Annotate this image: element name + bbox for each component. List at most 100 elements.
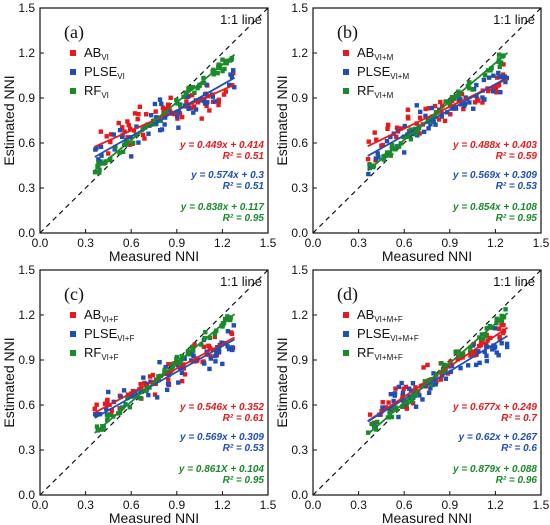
point-ab xyxy=(207,108,212,113)
point-plse xyxy=(225,329,231,334)
point-plse xyxy=(504,344,510,350)
point-ab xyxy=(394,134,399,139)
point-ab xyxy=(366,139,371,144)
point-plse xyxy=(165,381,171,387)
point-ab xyxy=(94,402,99,407)
point-rf xyxy=(441,362,447,368)
point-plse xyxy=(208,356,214,361)
point-rf xyxy=(162,367,167,373)
point-ab xyxy=(179,378,185,384)
point-ab xyxy=(365,156,371,162)
point-ab xyxy=(125,119,130,124)
r2-ab: R² = 0.7 xyxy=(501,413,537,424)
r2-rf: R² = 0.96 xyxy=(496,475,538,486)
point-rf xyxy=(202,335,207,341)
fit-line-plse xyxy=(94,338,236,419)
fit-line-plse xyxy=(94,77,236,158)
point-plse xyxy=(129,154,134,159)
r2-ab: R² = 0.59 xyxy=(496,151,538,162)
point-ab xyxy=(426,106,432,111)
point-plse xyxy=(148,112,154,118)
x-axis-label: Measured NNI xyxy=(109,510,199,525)
point-ab xyxy=(398,126,403,131)
point-ab xyxy=(480,100,485,105)
point-rf xyxy=(113,144,118,150)
point-rf xyxy=(199,342,204,347)
point-ab xyxy=(120,125,125,130)
y-tick-label: 0.3 xyxy=(291,181,308,195)
x-axis-label: Measured NNI xyxy=(382,248,472,264)
legend-marker xyxy=(70,69,76,75)
point-ab xyxy=(385,122,391,128)
legend-marker xyxy=(70,312,76,318)
x-tick-label: 0.6 xyxy=(123,236,140,250)
point-rf xyxy=(496,52,502,57)
legend-marker xyxy=(343,331,349,337)
point-ab xyxy=(445,371,451,376)
point-ab xyxy=(132,111,138,116)
x-tick-label: 0.6 xyxy=(123,498,140,512)
point-rf xyxy=(192,90,197,96)
point-ab xyxy=(221,92,227,97)
point-plse xyxy=(176,125,181,130)
equation-rf: y = 0.838x + 0.117 xyxy=(180,202,265,213)
point-plse xyxy=(230,347,235,353)
point-ab xyxy=(486,88,491,94)
point-plse xyxy=(467,100,472,105)
point-plse xyxy=(490,347,495,352)
point-plse xyxy=(176,109,181,114)
point-ab xyxy=(483,342,489,347)
point-rf xyxy=(468,345,473,350)
point-ab xyxy=(216,97,221,103)
r2-rf: R² = 0.95 xyxy=(223,475,265,486)
fit-line-ab xyxy=(94,336,235,414)
equation-plse: y = 0.569x + 0.309 xyxy=(179,432,264,443)
point-rf xyxy=(203,329,208,335)
point-rf xyxy=(428,382,434,388)
r2-ab: R² = 0.51 xyxy=(223,151,265,162)
point-plse xyxy=(494,350,499,355)
y-tick-label: 0.9 xyxy=(291,353,308,367)
point-rf xyxy=(94,424,100,429)
y-tick-label: 1.2 xyxy=(291,46,308,60)
point-plse xyxy=(484,353,489,358)
point-ab xyxy=(438,377,443,382)
panel-label: (b) xyxy=(337,22,358,43)
fit-line-plse xyxy=(367,76,509,157)
point-rf xyxy=(222,66,227,72)
point-ab xyxy=(109,408,115,413)
point-rf xyxy=(169,367,175,372)
y-axis-label: Estimated NNI xyxy=(1,75,17,165)
point-plse xyxy=(490,89,496,94)
legend-entry: ABVI+F xyxy=(84,307,119,324)
point-ab xyxy=(195,356,200,361)
point-plse xyxy=(443,376,449,381)
point-ab xyxy=(131,128,137,133)
point-rf xyxy=(374,419,380,425)
legend-marker xyxy=(70,331,76,337)
point-plse xyxy=(177,365,183,371)
point-rf xyxy=(92,170,98,175)
panel-1: 1:1 line 0.00.0 0.3 0.3 0.6 0.6 0.9 0.9 1.2 1.2 1.… xyxy=(1,1,277,264)
point-ab xyxy=(405,114,411,120)
equation-rf: y = 0.861X + 0.104 xyxy=(178,464,265,475)
point-rf xyxy=(138,395,143,401)
point-ab xyxy=(493,86,499,92)
point-plse xyxy=(134,124,139,129)
point-ab xyxy=(434,379,439,385)
point-ab xyxy=(106,151,111,156)
point-rf xyxy=(369,421,374,427)
point-rf xyxy=(120,149,126,155)
point-plse xyxy=(501,75,507,81)
r2-plse: R² = 0.53 xyxy=(223,443,265,454)
y-tick-label: 0.9 xyxy=(18,353,35,367)
r2-plse: R² = 0.53 xyxy=(496,181,538,192)
point-ab xyxy=(401,386,406,391)
point-plse xyxy=(375,151,380,156)
point-rf xyxy=(453,349,458,355)
r2-ab: R² = 0.61 xyxy=(223,413,265,424)
point-rf xyxy=(117,150,122,155)
point-ab xyxy=(496,326,502,331)
point-ab xyxy=(105,397,110,403)
r2-plse: R² = 0.51 xyxy=(223,181,265,192)
